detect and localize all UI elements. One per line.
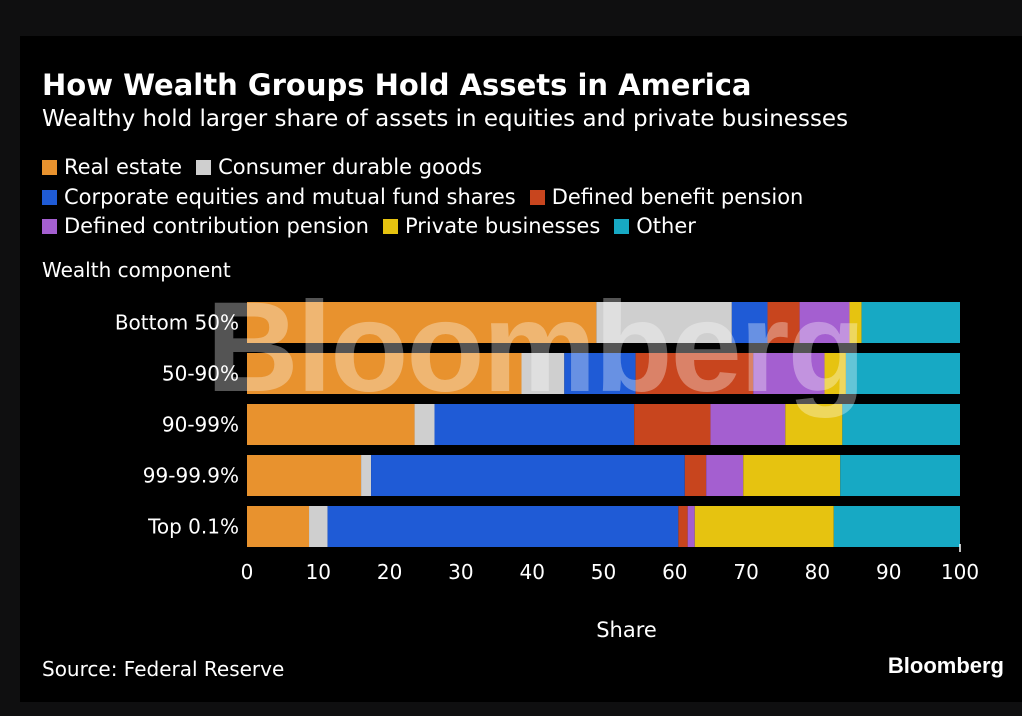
y-tick-label: 90-99% — [162, 413, 239, 437]
legend-row: Real estate Consumer durable goods — [42, 153, 817, 183]
legend-row: Defined contribution pension Private bus… — [42, 212, 817, 242]
y-tick-label: 50-90% — [162, 362, 239, 386]
y-tick-label: Top 0.1% — [147, 515, 239, 539]
bar-segment-50-90-corporate-equities-and-mutual-fund-shares — [564, 353, 636, 394]
x-axis-title: Share — [596, 618, 657, 642]
bar-segment-top-0-1-corporate-equities-and-mutual-fund-shares — [327, 506, 679, 547]
legend-row: Corporate equities and mutual fund share… — [42, 183, 817, 213]
legend-label: Corporate equities and mutual fund share… — [64, 184, 516, 209]
bar-segment-top-0-1-real-estate — [247, 506, 310, 547]
bar-segment-90-99-consumer-durable-goods — [414, 404, 435, 445]
legend-swatch-real-estate — [42, 160, 57, 176]
x-tick-label: 10 — [306, 560, 331, 584]
chart-title: How Wealth Groups Hold Assets in America — [42, 68, 752, 102]
x-tick-label: 60 — [662, 560, 687, 584]
x-tick-label: 40 — [519, 560, 544, 584]
legend-item-private-businesses: Private businesses — [383, 212, 600, 242]
y-axis-title: Wealth component — [42, 258, 231, 282]
bloomberg-logo: Bloomberg — [887, 653, 1004, 678]
bar-segment-99-99-9-defined-contribution-pension — [706, 455, 744, 496]
bar-segment-bottom-50-defined-benefit-pension — [767, 302, 800, 343]
bar-segment-90-99-corporate-equities-and-mutual-fund-shares — [434, 404, 635, 445]
bar-segment-50-90-real-estate — [247, 353, 522, 394]
bar-segment-50-90-consumer-durable-goods — [521, 353, 565, 394]
x-tick-label: 90 — [876, 560, 901, 584]
legend-label: Real estate — [64, 155, 183, 179]
bar-segment-bottom-50-defined-contribution-pension — [799, 302, 850, 343]
bar-segment-bottom-50-other — [861, 302, 960, 343]
x-tick-label: 100 — [941, 560, 979, 584]
legend-item-real-estate: Real estate — [42, 153, 182, 183]
bar-segment-bottom-50-consumer-durable-goods — [596, 302, 732, 343]
bar-segment-top-0-1-defined-contribution-pension — [687, 506, 695, 547]
bar-segment-90-99-defined-benefit-pension — [634, 404, 711, 445]
legend-item-defined-contribution-pension: Defined contribution pension — [42, 212, 369, 242]
legend-item-corporate-equities: Corporate equities and mutual fund share… — [42, 183, 516, 213]
legend-swatch-consumer-durable-goods — [196, 160, 212, 176]
legend-label: Defined benefit pension — [551, 184, 804, 209]
bar-segment-99-99-9-consumer-durable-goods — [361, 455, 372, 496]
bar-segment-90-99-defined-contribution-pension — [710, 404, 786, 445]
bar-segment-bottom-50-real-estate — [247, 302, 597, 343]
legend-item-consumer-durable-goods: Consumer durable goods — [196, 153, 482, 183]
bar-segment-90-99-private-businesses — [785, 404, 843, 445]
bar-segment-bottom-50-corporate-equities-and-mutual-fund-shares — [731, 302, 768, 343]
bar-segment-top-0-1-other — [833, 506, 960, 547]
bar-segment-top-0-1-consumer-durable-goods — [309, 506, 328, 547]
x-tick-label: 70 — [733, 560, 758, 584]
bar-segment-99-99-9-corporate-equities-and-mutual-fund-shares — [371, 455, 685, 496]
x-tick-label: 50 — [591, 560, 616, 584]
bar-segment-50-90-other — [845, 353, 960, 394]
bar-segment-50-90-private-businesses — [824, 353, 846, 394]
x-tick-label: 30 — [448, 560, 473, 584]
legend-label: Other — [636, 214, 696, 238]
bar-segment-90-99-real-estate — [247, 404, 415, 445]
bar-segment-50-90-defined-benefit-pension — [635, 353, 754, 394]
x-tick-label: 20 — [377, 560, 402, 584]
chart-subtitle: Wealthy hold larger share of assets in e… — [42, 106, 849, 132]
legend-label: Defined contribution pension — [64, 214, 369, 238]
chart-panel: How Wealth Groups Hold Assets in America… — [20, 36, 1022, 702]
legend-swatch-corporate-equities — [42, 189, 57, 205]
bar-segment-90-99-other — [842, 404, 960, 445]
source-note: Source: Federal Reserve — [42, 657, 285, 681]
legend-swatch-defined-contribution-pension — [42, 219, 57, 235]
legend-swatch-defined-benefit-pension — [529, 189, 545, 205]
x-tick-label: 0 — [241, 560, 254, 584]
bar-segment-bottom-50-private-businesses — [849, 302, 862, 343]
legend-label: Consumer durable goods — [218, 155, 483, 179]
y-tick-label: 99-99.9% — [143, 464, 239, 488]
bar-segment-99-99-9-defined-benefit-pension — [684, 455, 707, 496]
bar-segment-top-0-1-private-businesses — [694, 506, 834, 547]
y-tick-label: Bottom 50% — [115, 311, 239, 335]
bar-segment-top-0-1-defined-benefit-pension — [678, 506, 688, 547]
legend-label: Private businesses — [405, 214, 601, 238]
bar-chart: Bottom 50% 50-90% 90-99% 99-99.9% Top 0.1%0 1… — [115, 302, 979, 642]
bar-segment-99-99-9-real-estate — [247, 455, 362, 496]
bar-segment-99-99-9-other — [840, 455, 960, 496]
bar-segment-99-99-9-private-businesses — [743, 455, 841, 496]
bar-segment-50-90-defined-contribution-pension — [753, 353, 825, 394]
legend-swatch-other — [614, 219, 630, 235]
legend-item-defined-benefit-pension: Defined benefit pension — [529, 183, 804, 213]
legend: Real estate Consumer durable goods Corpo… — [42, 153, 817, 242]
legend-item-other: Other — [614, 212, 696, 242]
x-tick-label: 80 — [805, 560, 830, 584]
legend-swatch-private-businesses — [383, 219, 398, 235]
